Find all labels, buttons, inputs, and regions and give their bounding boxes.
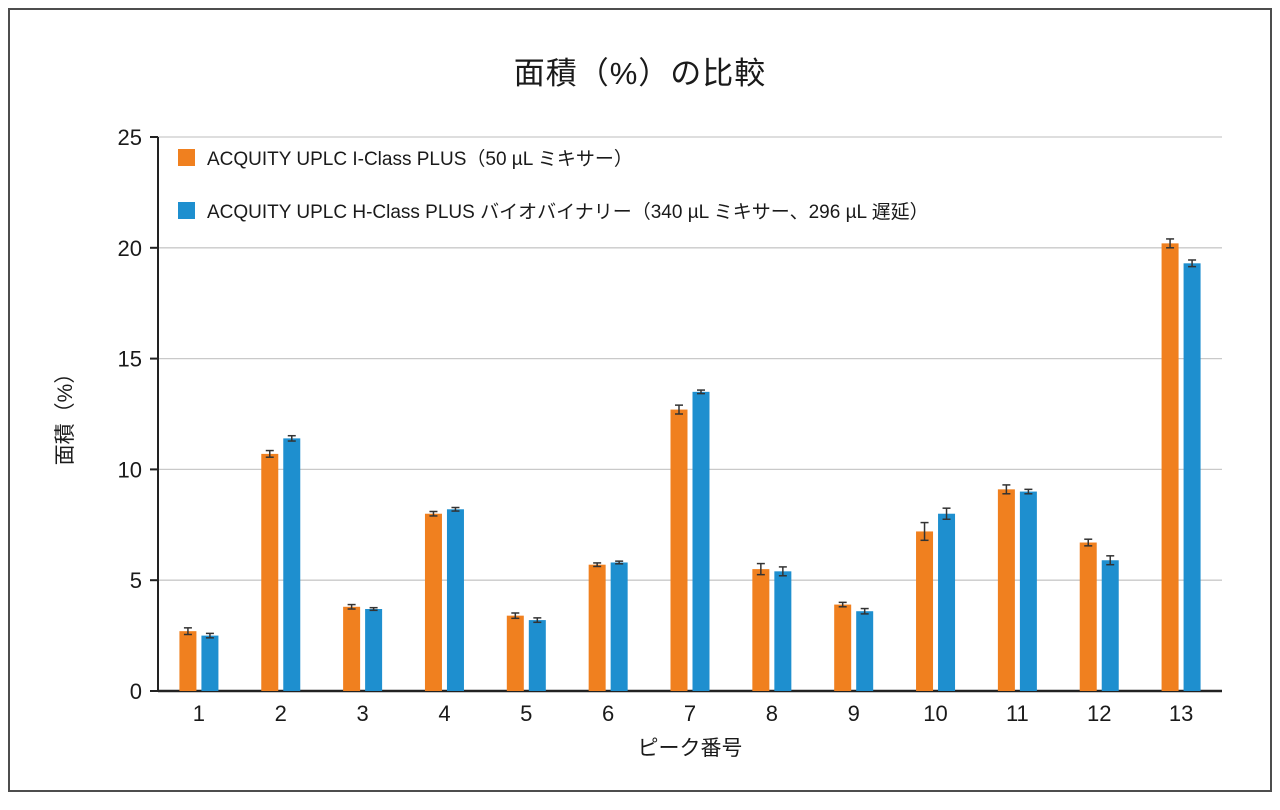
bar-series2-peak4 [446, 509, 464, 691]
legend-label: ACQUITY UPLC H-Class PLUS バイオバイナリー（340 µ… [207, 202, 929, 223]
legend-item-1: ACQUITY UPLC I-Class PLUS（50 µL ミキサー） [178, 144, 929, 171]
bar-series2-peak13 [1183, 263, 1201, 691]
x-tick-label: 8 [766, 701, 778, 726]
x-axis-label: ピーク番号 [638, 737, 743, 760]
bar-series2-peak8 [774, 571, 792, 691]
bar-series2-peak10 [938, 513, 956, 691]
x-tick-label: 11 [1006, 701, 1029, 726]
bar-series1-peak6 [588, 564, 606, 691]
bar-series2-peak12 [1101, 560, 1119, 691]
legend-item-2: ACQUITY UPLC H-Class PLUS バイオバイナリー（340 µ… [178, 197, 929, 224]
bar-series2-peak9 [856, 611, 874, 691]
chart-frame: 面積（%）の比較 0 5 10 15 20 25 1 2 3 4 5 6 7 8 9 10 11 12 13 ピーク番… [8, 8, 1272, 792]
y-tick-label: 25 [118, 125, 142, 150]
bar-series1-peak7 [670, 409, 688, 691]
x-tick-label: 2 [275, 701, 287, 726]
x-tick-label: 3 [356, 701, 368, 726]
x-tick-label: 1 [193, 701, 205, 726]
bar-series2-peak11 [1019, 491, 1037, 691]
x-tick-label: 9 [848, 701, 860, 726]
chart-legend: ACQUITY UPLC I-Class PLUS（50 µL ミキサー） ACQ… [178, 144, 929, 224]
x-tick-label: 10 [923, 701, 947, 726]
bar-series1-peak11 [997, 489, 1015, 691]
bar-series1-peak4 [424, 513, 442, 691]
bar-series2-peak7 [692, 391, 710, 691]
bar-series1-peak5 [506, 615, 524, 691]
y-tick-label: 0 [130, 679, 142, 704]
bar-series2-peak3 [365, 609, 383, 691]
y-tick-label: 15 [118, 347, 142, 372]
bar-series1-peak10 [916, 531, 934, 691]
x-tick-label: 13 [1169, 701, 1193, 726]
bar-series1-peak8 [752, 569, 770, 691]
bar-series1-peak9 [834, 604, 852, 691]
legend-label: ACQUITY UPLC I-Class PLUS（50 µL ミキサー） [207, 149, 633, 170]
y-tick-label: 10 [118, 457, 142, 482]
x-tick-label: 7 [684, 701, 696, 726]
bar-series1-peak1 [179, 631, 197, 691]
x-tick-label: 6 [602, 701, 614, 726]
bar-series2-peak1 [201, 635, 219, 691]
bar-series1-peak3 [343, 606, 361, 691]
legend-swatch-icon [178, 149, 195, 166]
x-tick-label: 12 [1087, 701, 1111, 726]
bar-series1-peak12 [1079, 542, 1097, 691]
chart-title: 面積（%）の比較 [513, 56, 767, 91]
y-tick-label: 5 [130, 568, 142, 593]
x-tick-label: 5 [520, 701, 532, 726]
bar-series2-peak6 [610, 562, 628, 691]
bar-series1-peak13 [1161, 243, 1179, 692]
legend-swatch-icon [178, 202, 195, 219]
bar-series2-peak5 [528, 620, 546, 691]
x-tick-label: 4 [438, 701, 450, 726]
y-axis-label: 面積（%） [54, 363, 77, 466]
bar-series1-peak2 [261, 453, 279, 691]
bar-series2-peak2 [283, 438, 301, 691]
y-tick-label: 20 [118, 236, 142, 261]
